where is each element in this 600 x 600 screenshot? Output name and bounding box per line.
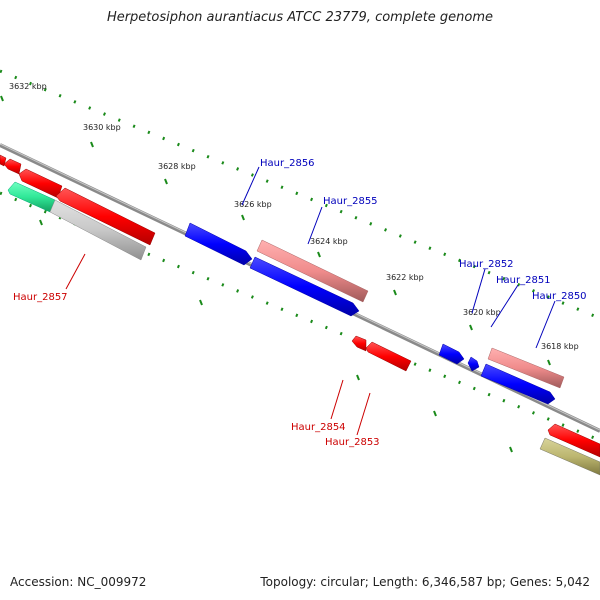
map-title: Herpetosiphon aurantiacus ATCC 23779, co… (106, 10, 494, 25)
tick-label: 3630 kbp (83, 123, 121, 132)
gene-label-haur-2856: Haur_2856 (260, 158, 315, 169)
leader-line (307, 206, 323, 245)
gene-feature (184, 222, 253, 266)
gene-feature (438, 343, 465, 365)
gene-label-haur-2853: Haur_2853 (325, 437, 380, 448)
gene-label-haur-2855: Haur_2855 (323, 196, 378, 207)
tick-label: 3620 kbp (463, 308, 501, 317)
tick-label: 3618 kbp (541, 342, 579, 351)
gene-feature (18, 168, 63, 199)
gene-feature (487, 347, 565, 389)
gene-labels: Haur_2856 Haur_2855 Haur_2852 Haur_2851 … (13, 158, 587, 448)
gene-feature (249, 256, 360, 317)
leader-line (356, 392, 371, 436)
gene-label-haur-2854: Haur_2854 (291, 422, 346, 433)
major-tick (393, 289, 397, 296)
leader-lines (65, 166, 556, 436)
gene-feature (351, 335, 367, 352)
gene-label-haur-2857: Haur_2857 (13, 292, 68, 303)
major-tick (0, 95, 4, 102)
major-tick (317, 251, 321, 258)
gene-label-haur-2851: Haur_2851 (496, 275, 551, 286)
major-tick (433, 410, 437, 417)
gene-feature (49, 199, 147, 261)
major-tick (241, 214, 245, 221)
gene-feature (55, 187, 156, 246)
gene-features (0, 154, 600, 476)
leader-line (535, 300, 556, 349)
major-tick (509, 446, 513, 453)
gene-feature (256, 239, 369, 303)
accession-text: Accession: NC_009972 (10, 575, 147, 589)
tick-label: 3632 kbp (9, 82, 47, 91)
major-tick (90, 141, 94, 148)
gene-feature (3, 158, 22, 175)
major-tick (164, 178, 168, 185)
tick-label: 3624 kbp (310, 237, 348, 246)
gene-feature (365, 341, 412, 372)
leader-line (65, 253, 86, 290)
leader-line (490, 284, 519, 328)
gene-feature (7, 181, 56, 213)
gene-feature (547, 423, 600, 458)
major-tick (199, 299, 203, 306)
tick-label: 3628 kbp (158, 162, 196, 171)
major-tick (547, 359, 551, 366)
major-tick (356, 374, 360, 381)
leader-line (241, 166, 260, 206)
leader-line (330, 379, 344, 420)
gene-feature (0, 154, 7, 167)
major-tick (39, 219, 43, 226)
tick-label: 3626 kbp (234, 200, 272, 209)
gene-feature (480, 363, 556, 405)
genome-summary-text: Topology: circular; Length: 6,346,587 bp… (260, 575, 590, 589)
major-ticks (0, 95, 551, 453)
gene-feature (467, 356, 480, 372)
major-tick (469, 324, 473, 331)
tick-label: 3622 kbp (386, 273, 424, 282)
gene-feature (539, 437, 600, 476)
tick-labels: 3632 kbp 3630 kbp 3628 kbp 3626 kbp 3624… (9, 82, 579, 351)
gene-label-haur-2850: Haur_2850 (532, 291, 587, 302)
gene-label-haur-2852: Haur_2852 (459, 259, 514, 270)
leader-line (471, 268, 486, 314)
